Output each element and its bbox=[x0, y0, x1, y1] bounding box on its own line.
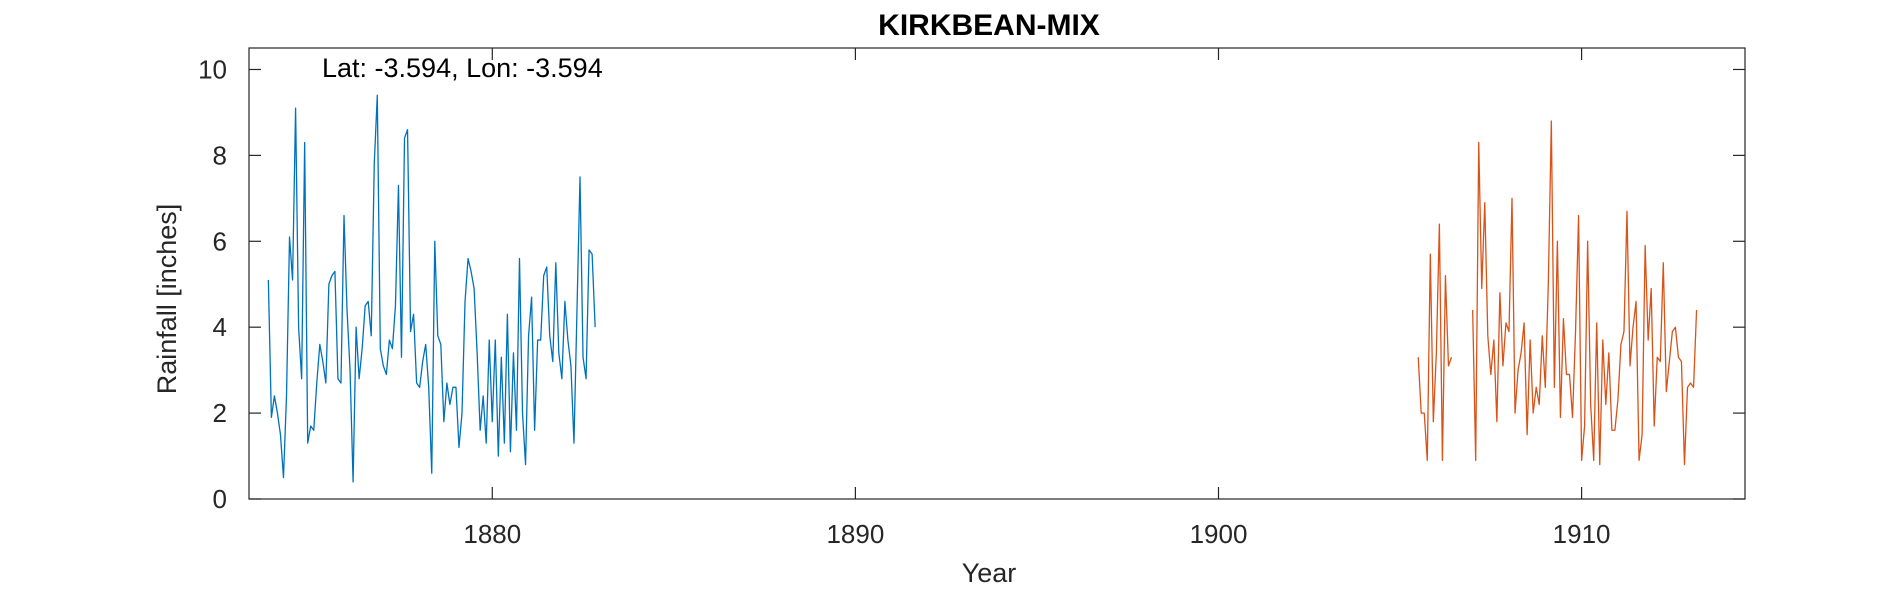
y-tick-label: 4 bbox=[213, 312, 227, 342]
x-tick-label: 1890 bbox=[826, 519, 884, 549]
tick-marks bbox=[249, 48, 1745, 500]
lat-lon-annotation: Lat: -3.594, Lon: -3.594 bbox=[322, 53, 603, 83]
plot-box bbox=[248, 47, 1746, 500]
series-layer bbox=[267, 94, 1698, 483]
y-tick-label: 10 bbox=[198, 54, 227, 84]
axes-frame bbox=[248, 47, 1746, 500]
y-tick-label: 0 bbox=[213, 484, 227, 514]
y-tick-label: 2 bbox=[213, 398, 227, 428]
x-tick-label: 1900 bbox=[1190, 519, 1248, 549]
series-line-2 bbox=[1417, 120, 1698, 466]
y-tick-labels: 0 2 4 6 8 10 bbox=[198, 54, 227, 514]
x-tick-label: 1880 bbox=[463, 519, 521, 549]
chart-title: KIRKBEAN-MIX bbox=[878, 9, 1100, 42]
y-tick-label: 6 bbox=[213, 226, 227, 256]
series-line-1 bbox=[267, 94, 596, 483]
x-tick-labels: 1880 1890 1900 1910 bbox=[463, 519, 1610, 549]
y-axis-label: Rainfall [inches] bbox=[152, 204, 182, 395]
x-tick-label: 1910 bbox=[1553, 519, 1611, 549]
x-axis-label: Year bbox=[962, 558, 1017, 588]
y-tick-label: 8 bbox=[213, 140, 227, 170]
